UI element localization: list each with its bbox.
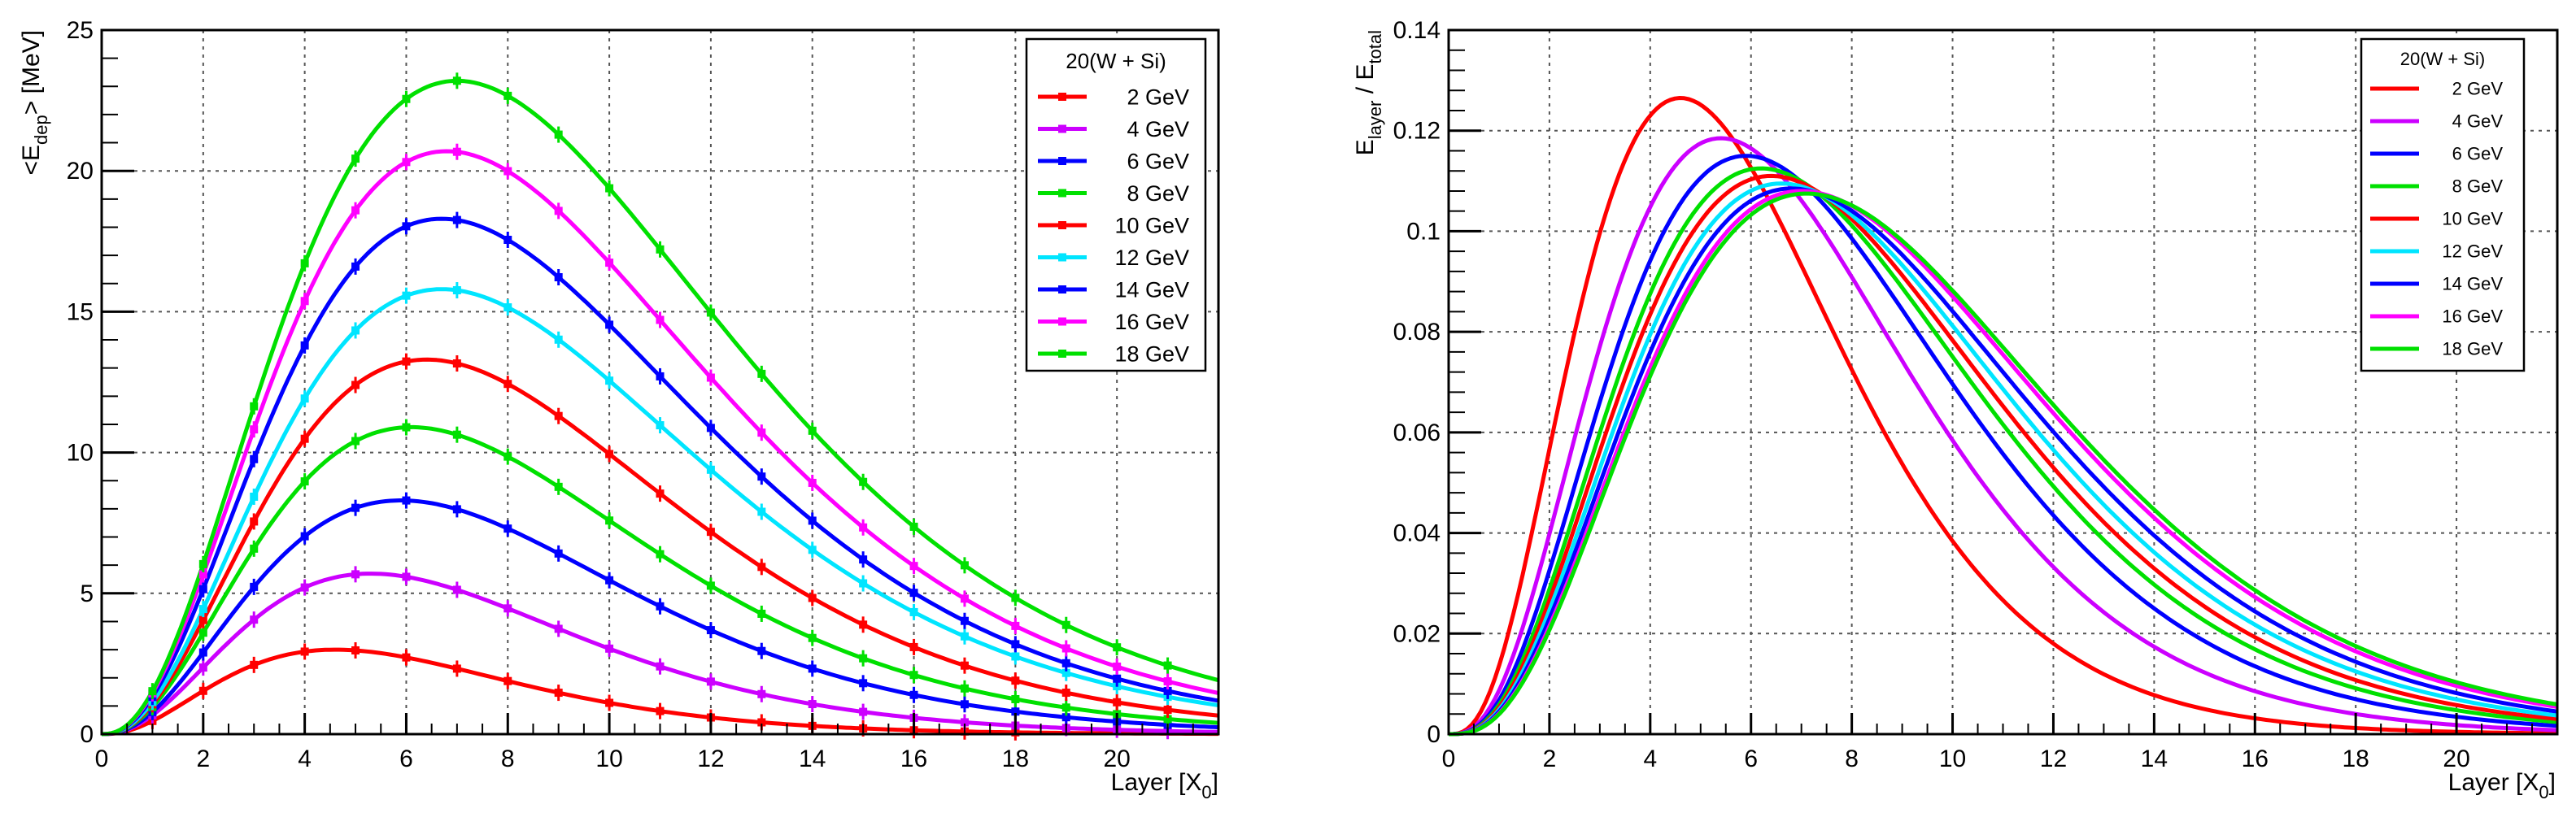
y-tick-labels: 0 0.02 0.04 0.06 0.08 0.1 0.12 0.14 bbox=[1393, 17, 1441, 748]
series-line bbox=[1448, 154, 2558, 737]
series-line bbox=[1449, 191, 2558, 737]
x-tick-label: 8 bbox=[1845, 746, 1859, 772]
x-tick-label: 16 bbox=[2242, 746, 2269, 772]
legend-label: 16 GeV bbox=[1114, 310, 1189, 334]
x-tick-label: 20 bbox=[1103, 746, 1130, 772]
legend-label: 12 GeV bbox=[1114, 246, 1189, 270]
legend: 20(W + Si) 2 GeV 4 GeV 6 GeV 8 GeV 10 GeV 12 … bbox=[1025, 37, 1207, 372]
y-tick-label: 15 bbox=[67, 298, 94, 325]
legend-marker bbox=[1058, 350, 1066, 358]
x-tick-label: 4 bbox=[298, 746, 312, 772]
x-tick-label: 16 bbox=[900, 746, 927, 772]
y-tick-label: 0.12 bbox=[1393, 118, 1441, 145]
y-tick-label: 10 bbox=[67, 440, 94, 467]
legend-label: 4 GeV bbox=[1127, 117, 1189, 141]
panel-layer-fraction: 0 2 4 6 8 10 12 14 16 18 20 0 0.02 0.04 0.06 0.08 0.1 0.… bbox=[1352, 17, 2559, 802]
legend-label: 10 GeV bbox=[2442, 209, 2503, 229]
y-axis-label: <Edep> [MeV] bbox=[18, 30, 51, 175]
legend-marker bbox=[1058, 157, 1066, 165]
legend-label: 8 GeV bbox=[2452, 176, 2504, 197]
y-tick-label: 20 bbox=[67, 158, 94, 185]
legend-marker bbox=[1058, 221, 1066, 229]
x-axis-label: Layer [X0] bbox=[1111, 769, 1218, 802]
y-axis-label: Elayer / Etotal bbox=[1352, 30, 1385, 155]
series-curves bbox=[1448, 96, 2558, 737]
axis-ticks bbox=[100, 28, 1194, 736]
x-tick-labels: 0 2 4 6 8 10 12 14 16 18 20 bbox=[1442, 746, 2470, 772]
series-line bbox=[1449, 166, 2558, 737]
legend-label: 2 GeV bbox=[2452, 79, 2504, 99]
x-tick-label: 4 bbox=[1643, 746, 1657, 772]
legend-label: 18 GeV bbox=[1114, 341, 1189, 366]
x-tick-label: 10 bbox=[595, 746, 622, 772]
x-tick-label: 6 bbox=[1744, 746, 1758, 772]
y-tick-label: 0.02 bbox=[1393, 620, 1441, 647]
x-tick-label: 14 bbox=[2141, 746, 2168, 772]
x-tick-label: 0 bbox=[1442, 746, 1456, 772]
series-markers bbox=[148, 72, 1172, 741]
x-tick-label: 8 bbox=[501, 746, 515, 772]
x-tick-label: 12 bbox=[2040, 746, 2067, 772]
series-line bbox=[1449, 189, 2558, 737]
y-tick-label: 0.06 bbox=[1393, 420, 1441, 446]
legend-marker bbox=[1058, 285, 1066, 293]
axis-ticks bbox=[1447, 28, 2534, 736]
legend-title: 20(W + Si) bbox=[2400, 49, 2486, 69]
legend-marker bbox=[1058, 124, 1066, 133]
series-line bbox=[1449, 181, 2558, 737]
legend: 20(W + Si) 2 GeV 4 GeV 6 GeV 8 GeV 10 GeV 12 … bbox=[2360, 37, 2526, 372]
legend-label: 6 GeV bbox=[1127, 149, 1189, 173]
legend-label: 18 GeV bbox=[2442, 339, 2503, 359]
x-tick-label: 12 bbox=[697, 746, 724, 772]
legend-entries: 2 GeV 4 GeV 6 GeV 8 GeV 10 GeV 12 GeV 14 GeV 16… bbox=[1038, 85, 1189, 366]
y-tick-label: 0 bbox=[80, 721, 94, 748]
x-tick-label: 18 bbox=[1002, 746, 1029, 772]
x-tick-label: 2 bbox=[1543, 746, 1557, 772]
x-tick-label: 18 bbox=[2342, 746, 2369, 772]
series-line bbox=[1448, 96, 2558, 737]
legend-marker bbox=[1058, 189, 1066, 198]
legend-marker bbox=[1058, 317, 1066, 326]
legend-entries: 2 GeV 4 GeV 6 GeV 8 GeV 10 GeV 12 GeV 14 GeV 16… bbox=[2370, 79, 2503, 359]
y-tick-label: 0 bbox=[1427, 721, 1441, 748]
legend-label: 16 GeV bbox=[2442, 306, 2503, 327]
x-tick-label: 10 bbox=[1939, 746, 1966, 772]
legend-label: 6 GeV bbox=[2452, 144, 2504, 164]
x-tick-labels: 0 2 4 6 8 10 12 14 16 18 20 bbox=[95, 746, 1131, 772]
legend-label: 14 GeV bbox=[1114, 277, 1189, 302]
y-tick-label: 0.08 bbox=[1393, 319, 1441, 346]
series-line bbox=[1448, 136, 2558, 737]
legend-marker bbox=[1058, 253, 1066, 262]
legend-label: 4 GeV bbox=[2452, 111, 2504, 132]
x-tick-label: 20 bbox=[2443, 746, 2469, 772]
legend-marker bbox=[1058, 93, 1066, 101]
y-tick-label: 5 bbox=[80, 580, 94, 607]
x-tick-label: 2 bbox=[196, 746, 210, 772]
legend-title: 20(W + Si) bbox=[1066, 49, 1166, 73]
x-tick-label: 0 bbox=[95, 746, 109, 772]
series-line bbox=[1449, 186, 2558, 737]
series-line bbox=[1449, 173, 2558, 737]
y-tick-label: 0.14 bbox=[1393, 17, 1441, 44]
legend-label: 12 GeV bbox=[2442, 241, 2503, 262]
x-tick-label: 6 bbox=[399, 746, 413, 772]
y-tick-label: 25 bbox=[67, 17, 94, 44]
legend-box bbox=[1025, 37, 1207, 372]
x-axis-label: Layer [X0] bbox=[2448, 769, 2556, 802]
legend-label: 10 GeV bbox=[1114, 213, 1189, 237]
legend-label: 14 GeV bbox=[2442, 274, 2503, 294]
legend-label: 2 GeV bbox=[1127, 85, 1189, 109]
y-tick-label: 0.1 bbox=[1406, 218, 1441, 245]
x-tick-label: 14 bbox=[799, 746, 826, 772]
y-tick-labels: 0 5 10 15 20 25 bbox=[67, 17, 94, 748]
y-tick-label: 0.04 bbox=[1393, 520, 1441, 547]
legend-label: 8 GeV bbox=[1127, 181, 1189, 206]
